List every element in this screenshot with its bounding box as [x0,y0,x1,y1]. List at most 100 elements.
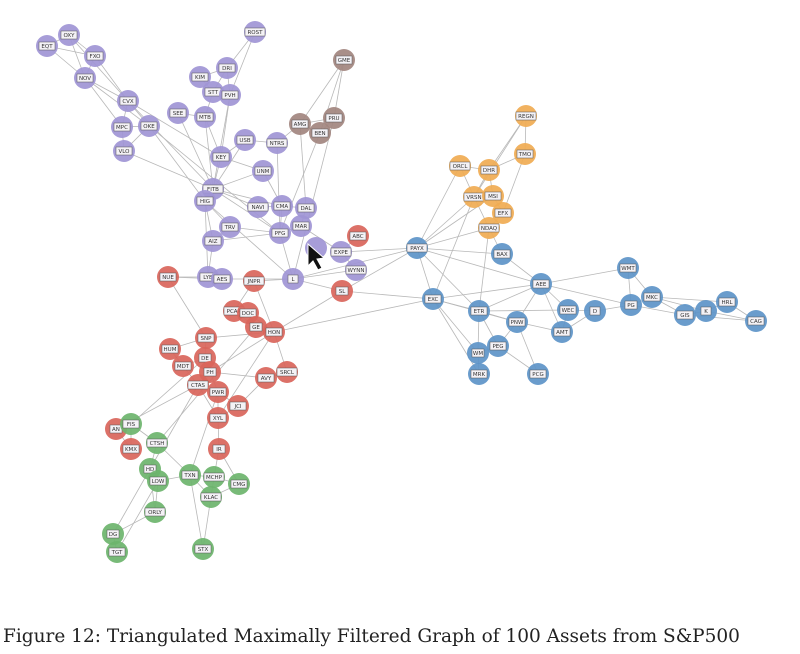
node-label-box [144,507,166,517]
edge-PVH-FITB [212,94,231,190]
node-pru: PRU [323,107,345,129]
node-label: PCG [532,372,543,378]
node-label-box [330,247,352,257]
node-cma: CMA [271,195,293,217]
edge-AEE-WMT [540,267,629,285]
node-label-box [106,529,120,539]
node-sl: SL [331,280,353,302]
node-label: HUM [164,347,177,353]
edge-AEE-PG [540,283,632,306]
node-label-box [619,263,637,273]
node-see: SEE [167,102,189,124]
node-label-box [643,292,661,302]
edge-PAYX-AEE [416,247,542,285]
node-label: JCI [233,404,241,410]
edge-VRSN-EXC [432,196,475,300]
node-mkc: MKC [641,286,663,308]
node-label: PNW [511,320,524,326]
node-label-box [196,196,214,206]
node-label-box [143,464,157,474]
node-label-box [276,367,298,377]
node-pg: PG [620,294,642,316]
node-label-box [161,344,179,354]
node-label-box [209,413,227,423]
node-k: K [695,300,717,322]
node-l: L [282,268,304,290]
node-label-box [122,444,140,454]
node-label: NTRS [270,141,285,147]
node-label-box [187,380,209,390]
node-aee: AEE [530,273,552,295]
node-label: ETR [474,309,485,315]
edge-PAYX-SL [341,247,418,292]
node-label: DAL [301,206,313,212]
node-label-box [271,228,289,238]
node-label: WMT [621,266,635,272]
node-label: PFG [275,231,286,237]
node-label: MSI [488,194,498,200]
node-label: USB [239,138,251,144]
node-label-box [676,310,694,320]
node-label-box [60,30,78,40]
node-low: LOW [147,470,169,492]
node-label-box [254,166,272,176]
node-label-box [349,231,367,241]
node-hrl: HRL [716,291,738,313]
node-mrk: MRK [468,363,490,385]
node-label-box [230,479,248,489]
node-pnw: PNW [506,311,528,333]
mouse-cursor-icon [307,242,326,271]
edge-ETR-WEC [478,309,569,312]
node-label-box [470,306,488,316]
node-label-box [194,544,212,554]
node-label: PH [206,370,213,376]
edge-MKC-HRL [651,296,728,303]
node-label: CMG [233,482,246,488]
node-oke: OKE [138,115,160,137]
node-label: BAX [496,252,508,258]
node-navi: NAVI [247,196,269,218]
node-label-box [311,128,329,138]
node-label: PRU [328,116,339,122]
node-label-box [335,55,353,65]
edge-NTRS-PFG [276,142,281,234]
node-label-box [203,367,217,377]
edge-CTAS-HD [149,384,199,470]
node-label-box [470,369,488,379]
node-label: DE [201,356,209,362]
node-label: L [291,277,295,283]
node-label-box [297,203,315,213]
node-mtb: MTB [194,106,216,128]
node-label-box [559,305,577,315]
node-label-box [243,276,265,286]
node-aes: AES [211,268,233,290]
node-d: D [584,300,606,322]
node-label: OKE [143,124,155,130]
node-label: ROST [247,30,263,36]
node-label-box [508,317,526,327]
edge-MTB-FITB [204,116,214,190]
node-gme: GME [333,49,355,71]
node-label: TRV [224,225,236,231]
node-wm: WM [467,342,489,364]
node-rost: ROST [244,21,266,43]
node-label: KMX [125,447,137,453]
node-label-box [197,333,215,343]
node-hum: HUM [159,338,181,360]
node-label: MAR [295,224,308,230]
node-label-box [589,306,601,316]
node-label: PVH [224,93,235,99]
node-label-box [257,373,275,383]
edge-AMG-DAL [299,123,307,209]
node-label: WM [473,351,483,357]
node-ndaq: NDAQ [478,217,500,239]
node-label: EXC [428,297,439,303]
node-hig: HIG [194,190,216,212]
node-pwr: PWR [207,381,229,403]
node-label-box [529,369,547,379]
node-label-box [169,108,187,118]
node-mar: MAR [290,215,312,237]
node-label: ABC [352,234,363,240]
node-label: KLAC [204,495,218,501]
node-label-box [149,476,167,486]
